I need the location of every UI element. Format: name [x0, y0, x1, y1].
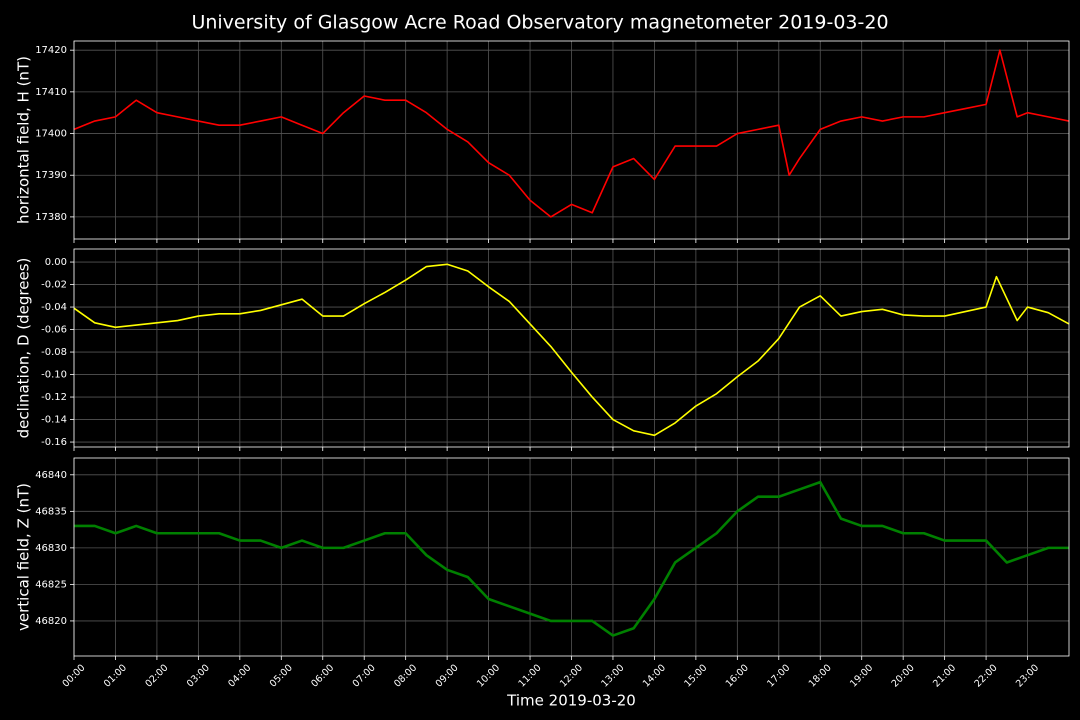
- y-tick-label: -0.08: [41, 347, 67, 358]
- y-tick-label: -0.16: [41, 437, 67, 448]
- y-tick-label: -0.02: [41, 280, 67, 291]
- y-axis-label: declination, D (degrees): [15, 258, 33, 439]
- plot-frame: [73, 248, 1070, 448]
- plot-frame: [73, 457, 1070, 657]
- y-tick-label: 17400: [35, 129, 67, 140]
- y-tick-label: 46825: [35, 579, 67, 590]
- plot-frame: [73, 40, 1070, 240]
- figure-title: University of Glasgow Acre Road Observat…: [191, 12, 888, 34]
- y-tick-label: -0.10: [41, 370, 67, 381]
- y-tick-label: -0.12: [41, 392, 67, 403]
- y-tick-label: 17410: [35, 87, 67, 98]
- data-line: [74, 480, 1069, 637]
- y-axis-label: horizontal field, H (nT): [15, 56, 33, 224]
- y-tick-label: -0.06: [41, 325, 67, 336]
- data-line: [73, 263, 1070, 437]
- data-line: [73, 49, 1070, 218]
- y-tick-label: 46830: [35, 543, 67, 554]
- y-tick-label: -0.14: [41, 415, 67, 426]
- y-tick-label: 46840: [35, 470, 67, 481]
- y-axis-label: vertical field, Z (nT): [15, 483, 33, 631]
- x-axis-label: Time 2019-03-20: [506, 692, 636, 710]
- y-tick-label: -0.04: [41, 302, 67, 313]
- y-tick-label: 46835: [35, 506, 67, 517]
- y-tick-label: 46820: [35, 616, 67, 627]
- y-tick-label: 17380: [35, 212, 67, 223]
- y-tick-label: 17420: [35, 45, 67, 56]
- y-tick-label: 0.00: [45, 257, 67, 268]
- y-tick-label: 17390: [35, 170, 67, 181]
